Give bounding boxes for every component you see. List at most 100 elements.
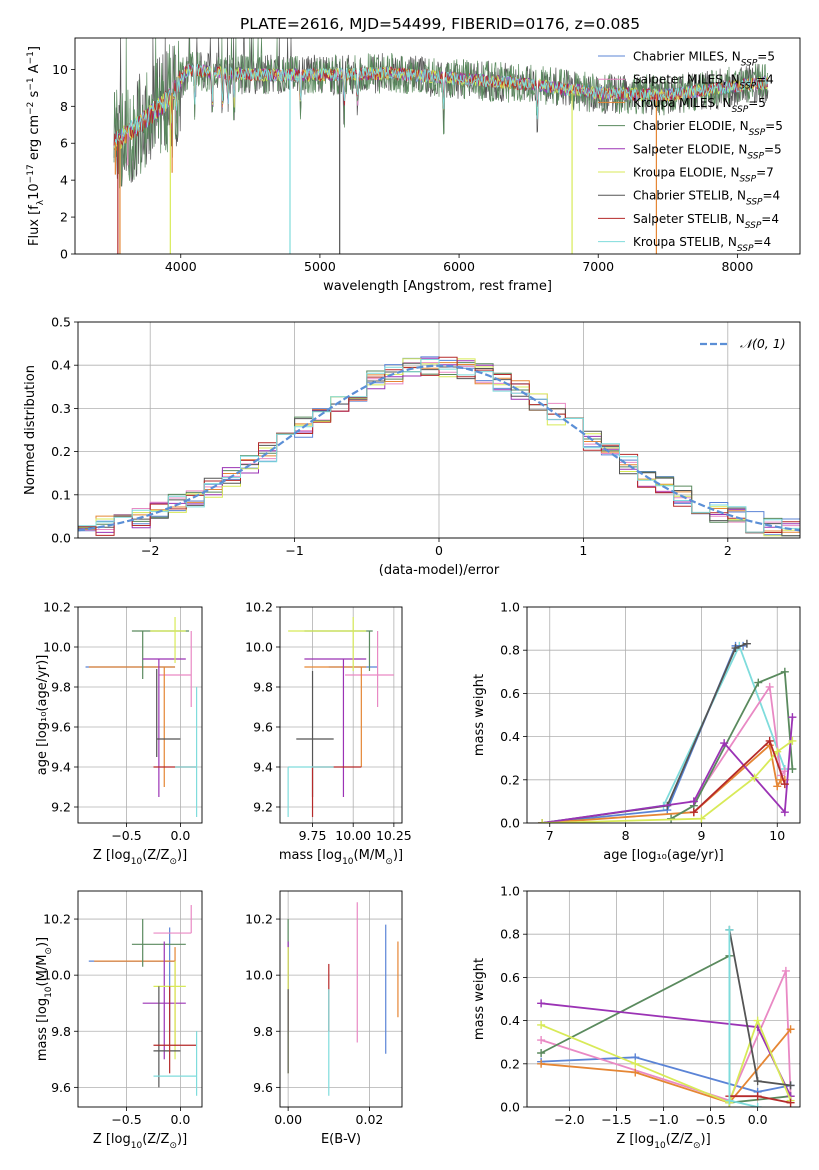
y-tick-label: 10.0 [245,640,273,655]
weight-marker [753,1103,762,1107]
weight-marker [773,782,782,791]
plot-area-age-vs-mass [287,617,394,817]
y-tick-label: 0.0 [500,816,520,831]
x-tick-label: 8 [622,828,630,843]
x-tick-label: 7 [546,828,554,843]
y-tick-label: 0 [60,247,68,262]
weight-marker [725,925,734,934]
legend-label: Salpeter ELODIE, NSSP=5 [633,142,782,161]
legend-label: Salpeter STELIB, NSSP=4 [633,212,779,231]
y-tick-label: 9.4 [253,760,273,775]
y-tick-label: 0.4 [500,1013,520,1028]
y-tick-label: 0.6 [500,686,520,701]
frame-weight-vs-age: 7 8 9 10 0.0 0.2 0.4 0.6 0.8 1.0 age [log₁₀(age/yr… [472,600,801,863]
plot-frame [279,606,403,824]
axes-weight-vs-age: 7 8 9 10 0.0 0.2 0.4 0.6 0.8 1.0 age [log₁₀(age/yr… [472,600,801,863]
y-tick-label: 1.0 [500,884,520,899]
y-tick-label: 9.8 [51,680,71,695]
y-tick-label: 4 [60,173,68,188]
x-tick-label: −1 [285,543,303,558]
y-tick-label: 9.4 [51,760,71,775]
legend-label: Kroupa MILES, NSSP=5 [633,96,766,115]
histogram-series [78,359,800,533]
weight-marker [780,808,789,817]
frame-spectrum: Chabrier MILES, NSSP=5 Salpeter MILES, NS… [26,37,801,294]
point-mass-vs-Z [153,986,181,1088]
y-tick-label: 10.0 [43,640,71,655]
x-tick-label: 4000 [165,259,197,274]
point-age-vs-mass [287,766,334,817]
weight-line [541,1028,792,1104]
y-tick-label: 9.8 [253,680,273,695]
x-tick-label: 0.0 [748,1112,768,1127]
plot-area-spectrum [113,38,769,254]
plot-area-age-vs-Z [85,617,198,817]
histogram-legend: 𝒩(0, 1) [700,336,786,351]
frame-weight-vs-Z: −2.0 −1.5 −1.0 −0.5 0.0 0.0 0.2 0.4 0.6 0.8 1.0 Z [… [472,884,801,1151]
y-tick-label: 10.0 [43,968,71,983]
weight-marker [537,1049,546,1057]
plot-frame [77,890,203,1108]
point-mass-vs-Z [142,941,186,1060]
x-tick-label: 5000 [304,259,336,274]
x-axis-label: mass [log10(M/M⊙)] [279,848,403,867]
y-tick-label: 9.6 [51,720,71,735]
y-axis-label: mass [log10(M/M⊙)] [35,937,54,1061]
y-tick-label: 10.2 [245,600,273,615]
frame-age-vs-mass: 9.75 10.00 10.25 9.2 9.4 9.6 9.8 10.0 10.2 mass [… [245,600,412,868]
weight-marker [689,808,698,817]
weight-marker [754,678,763,687]
y-tick-label: 1.0 [500,600,520,615]
weight-marker [631,1059,640,1068]
x-tick-label: 0 [435,543,443,558]
point-age-vs-Z [142,658,186,797]
weight-marker [786,1081,795,1090]
legend-label: Salpeter MILES, NSSP=4 [633,73,774,92]
weight-marker [537,1020,546,1029]
x-axis-label: Z [log10(Z/Z⊙)] [93,848,187,867]
weight-marker [786,1098,795,1107]
axes-spectrum: Chabrier MILES, NSSP=5 Salpeter MILES, NS… [26,37,801,294]
plot-area-mass-vs-ebv [287,902,399,1096]
point-mass-vs-Z [94,947,176,1046]
y-tick-label: 0.8 [500,643,520,658]
weight-marker [731,644,740,653]
y-tick-label: 0.1 [51,487,71,502]
x-axis-label: Z [log10(Z/Z⊙)] [93,1132,187,1151]
weight-marker [773,747,782,756]
x-axis-label: Z [log10(Z/Z⊙)] [616,1132,710,1151]
weight-line [693,684,786,802]
x-tick-label: 10.00 [335,828,371,843]
x-tick-label: −1.5 [601,1112,631,1127]
weight-marker [537,1059,546,1068]
weight-marker [780,780,789,789]
point-mass-vs-Z [88,927,176,1032]
x-tick-label: 0.02 [356,1112,384,1127]
y-tick-label: 0.0 [500,1100,520,1115]
y-tick-label: 10.2 [245,912,273,927]
legend-label: Chabrier MILES, NSSP=5 [633,50,775,69]
y-tick-label: 6 [60,136,68,151]
weight-marker [750,773,759,782]
y-axis-label: mass weight [472,674,487,756]
y-tick-label: 10.2 [43,912,71,927]
weight-marker [788,713,797,722]
y-tick-label: 10 [52,62,68,77]
legend-label: Chabrier STELIB, NSSP=4 [633,189,780,208]
y-tick-label: 8 [60,99,68,114]
point-mass-vs-Z [153,986,197,1074]
plot-frame [279,890,403,1108]
x-tick-label: 7000 [582,259,614,274]
axes-age-vs-Z: −0.5 0.0 9.2 9.4 9.6 9.8 10.0 10.2 Z [log10(Z/Z⊙… [35,600,203,867]
weight-marker [697,814,706,823]
y-tick-label: 10.0 [245,968,273,983]
plot-frame [77,606,203,824]
weight-marker [689,797,698,806]
x-axis-label: wavelength [Angstrom, rest frame] [323,279,552,294]
x-tick-label: 9.75 [299,828,327,843]
y-tick-label: 0.3 [51,401,71,416]
y-tick-label: 9.2 [253,800,273,815]
weight-marker [788,765,797,773]
x-axis-label: E(B-V) [321,1132,361,1147]
